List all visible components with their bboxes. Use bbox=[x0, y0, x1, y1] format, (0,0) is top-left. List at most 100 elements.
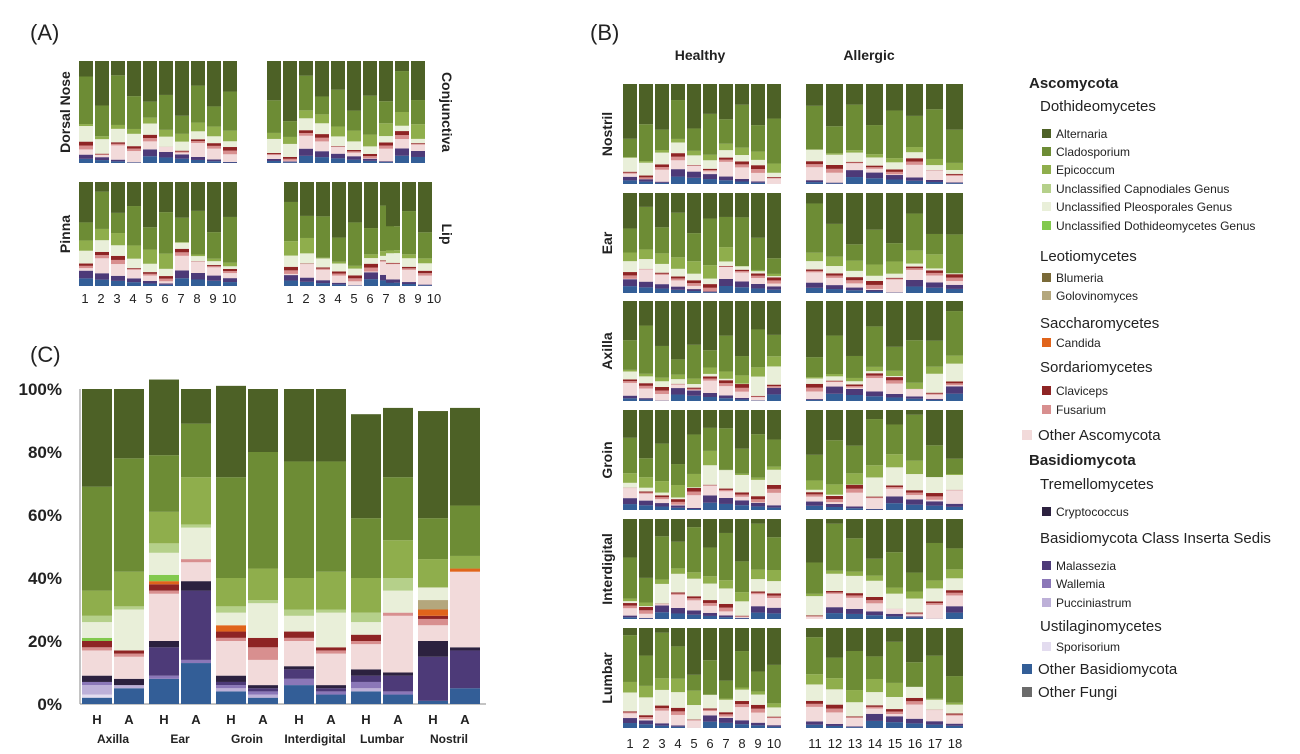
mini-bar-segment bbox=[846, 484, 863, 489]
mini-bar-segment bbox=[347, 130, 361, 142]
mini-bar-segment bbox=[946, 301, 963, 312]
mini-bar-segment bbox=[623, 382, 637, 396]
bar-segment bbox=[114, 571, 144, 607]
mini-bar-segment bbox=[866, 301, 883, 327]
mini-bar-segment bbox=[906, 616, 923, 618]
group-label: Interdigital bbox=[284, 732, 345, 746]
mini-bar-segment bbox=[687, 598, 701, 601]
mini-bar-segment bbox=[735, 519, 749, 562]
mini-bar-segment bbox=[655, 193, 669, 228]
mini-bar-segment bbox=[655, 182, 669, 184]
mini-bar-segment bbox=[886, 641, 903, 683]
mini-bar-segment bbox=[751, 628, 765, 672]
mini-bar-segment bbox=[207, 261, 221, 266]
mini-bar-segment bbox=[127, 128, 141, 134]
mini-bar-segment bbox=[826, 386, 843, 394]
bar-segment bbox=[82, 622, 112, 638]
mini-bar-segment bbox=[95, 251, 109, 256]
mini-bar-segment bbox=[267, 158, 281, 161]
legend-class: Sordariomycetes bbox=[1040, 359, 1153, 376]
bar-segment bbox=[351, 691, 381, 704]
mini-bar-segment bbox=[735, 592, 749, 602]
mini-bar-segment bbox=[623, 713, 637, 719]
mini-bar-segment bbox=[767, 569, 781, 582]
mini-bar-segment bbox=[223, 273, 237, 279]
mini-bar-segment bbox=[926, 519, 943, 543]
mini-bar-segment bbox=[719, 680, 733, 699]
mini-bar-segment bbox=[418, 270, 432, 274]
mini-bar-segment bbox=[751, 694, 765, 705]
mini-bar-segment bbox=[826, 154, 843, 165]
mini-bar-segment bbox=[886, 380, 903, 384]
mini-bar-segment bbox=[886, 410, 903, 425]
mini-bar-segment bbox=[719, 157, 733, 160]
mini-bar-segment bbox=[207, 265, 221, 267]
mini-bar-segment bbox=[751, 569, 765, 580]
mini-bar-segment bbox=[806, 616, 823, 617]
x-tick-label: 10 bbox=[427, 291, 441, 306]
bar-segment bbox=[316, 571, 346, 610]
mini-bar-segment bbox=[703, 171, 717, 175]
mini-bar-segment bbox=[703, 396, 717, 401]
mini-bar-segment bbox=[719, 266, 733, 279]
mini-bar-segment bbox=[946, 704, 963, 714]
mini-bar-segment bbox=[315, 96, 329, 115]
x-tick-label: 7 bbox=[382, 291, 389, 306]
mini-bar-segment bbox=[687, 378, 701, 385]
mini-bar-segment bbox=[886, 711, 903, 715]
site-label: Dorsal Nose bbox=[57, 71, 73, 153]
mini-bar-segment bbox=[767, 725, 781, 727]
mini-bar-segment bbox=[671, 628, 685, 647]
bar-segment bbox=[181, 659, 211, 664]
mini-bar-segment bbox=[623, 381, 637, 383]
mini-bar-segment bbox=[332, 273, 346, 276]
mini-bar-segment bbox=[671, 725, 685, 727]
mini-bar-segment bbox=[159, 281, 173, 284]
mini-bar-segment bbox=[906, 279, 923, 287]
mini-bar-segment bbox=[946, 592, 963, 596]
mini-bar-segment bbox=[623, 395, 637, 399]
mini-bar-segment bbox=[906, 492, 923, 496]
x-tick-label: 5 bbox=[690, 736, 697, 751]
mini-bar-segment bbox=[735, 178, 749, 182]
mini-bar-segment bbox=[946, 284, 963, 289]
mini-bar-segment bbox=[79, 222, 93, 241]
x-tick-label: H bbox=[361, 712, 370, 727]
mini-bar-segment bbox=[806, 593, 823, 597]
mini-bar-segment bbox=[767, 384, 781, 387]
group-label: Healthy bbox=[675, 47, 726, 63]
mini-bar-segment bbox=[806, 724, 823, 728]
mini-bar-segment bbox=[267, 132, 281, 139]
mini-bar-segment bbox=[946, 490, 963, 504]
mini-bar-segment bbox=[767, 118, 781, 164]
mini-bar-segment bbox=[379, 123, 393, 137]
mini-bar-segment bbox=[671, 359, 685, 375]
mini-bar-segment bbox=[332, 237, 346, 262]
mini-bar-segment bbox=[348, 182, 362, 223]
mini-bar-segment bbox=[826, 126, 843, 154]
mini-bar-segment bbox=[926, 193, 943, 234]
mini-bar-segment bbox=[386, 250, 400, 254]
mini-bar-segment bbox=[826, 393, 843, 401]
mini-bar-segment bbox=[283, 143, 297, 157]
mini-bar-segment bbox=[687, 193, 701, 234]
mini-bar-segment bbox=[946, 474, 963, 490]
mini-bar-segment bbox=[846, 716, 863, 718]
mini-bar-segment bbox=[866, 284, 883, 289]
mini-bar-segment bbox=[946, 458, 963, 474]
mini-bar-segment bbox=[886, 593, 903, 609]
bar-segment bbox=[284, 615, 314, 632]
legend-phylum: Basidiomycota bbox=[1029, 452, 1136, 469]
mini-bar-segment bbox=[655, 284, 669, 289]
mini-bar-segment bbox=[886, 171, 903, 175]
mini-bar-segment bbox=[300, 237, 314, 254]
mini-bar-segment bbox=[703, 284, 717, 288]
mini-bar-segment bbox=[735, 618, 749, 619]
mini-bar-segment bbox=[411, 156, 425, 163]
mini-bar-segment bbox=[332, 182, 346, 238]
mini-bar-segment bbox=[703, 160, 717, 169]
mini-bar-segment bbox=[687, 508, 701, 510]
mini-bar-segment bbox=[946, 723, 963, 726]
mini-bar-segment bbox=[735, 181, 749, 184]
mini-bar-segment bbox=[703, 154, 717, 161]
